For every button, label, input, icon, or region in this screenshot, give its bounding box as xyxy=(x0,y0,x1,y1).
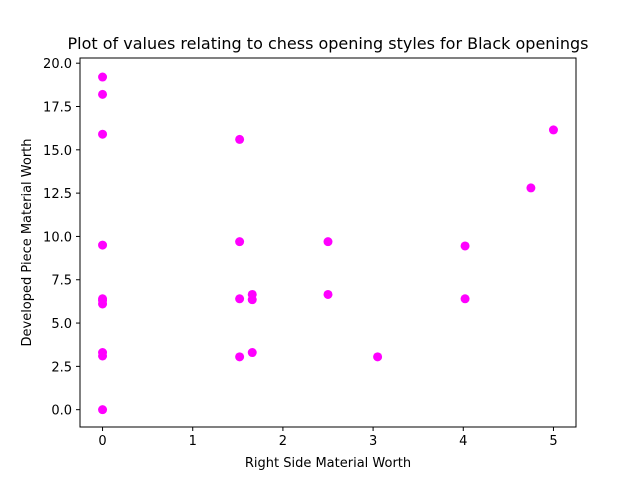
data-point xyxy=(323,289,333,299)
y-tick-label: 17.5 xyxy=(43,101,72,116)
y-tick-label: 2.5 xyxy=(51,360,72,375)
data-point xyxy=(235,294,245,304)
y-tick-label: 10.0 xyxy=(43,230,72,245)
data-point xyxy=(98,240,108,250)
data-point xyxy=(98,351,108,361)
x-tick-label: 4 xyxy=(459,434,467,449)
data-point xyxy=(235,352,245,362)
data-point xyxy=(323,237,333,247)
data-point xyxy=(548,125,558,135)
data-point xyxy=(98,89,108,99)
y-tick-label: 5.0 xyxy=(51,317,72,332)
x-tick-label: 2 xyxy=(279,434,287,449)
x-tick-label: 5 xyxy=(549,434,557,449)
data-point xyxy=(460,241,470,251)
y-tick-label: 7.5 xyxy=(51,274,72,289)
data-point xyxy=(98,72,108,82)
x-tick-label: 0 xyxy=(98,434,106,449)
data-point xyxy=(98,299,108,309)
y-axis-label: Developed Piece Material Worth xyxy=(20,138,35,346)
data-point xyxy=(235,134,245,144)
plot-frame xyxy=(79,57,577,428)
x-tick-label: 3 xyxy=(369,434,377,449)
data-point xyxy=(247,348,257,358)
data-point xyxy=(460,294,470,304)
y-tick-label: 12.5 xyxy=(43,187,72,202)
y-tick-label: 0.0 xyxy=(51,404,72,419)
y-tick-label: 15.0 xyxy=(43,144,72,159)
data-point xyxy=(98,129,108,139)
chart-title: Plot of values relating to chess opening… xyxy=(68,34,589,53)
y-tick-label: 20.0 xyxy=(43,57,72,72)
x-tick-label: 1 xyxy=(189,434,197,449)
data-point xyxy=(247,295,257,305)
data-point xyxy=(235,237,245,247)
x-axis-label: Right Side Material Worth xyxy=(245,456,411,471)
data-point xyxy=(98,405,108,415)
data-point xyxy=(373,352,383,362)
data-point xyxy=(526,183,536,193)
